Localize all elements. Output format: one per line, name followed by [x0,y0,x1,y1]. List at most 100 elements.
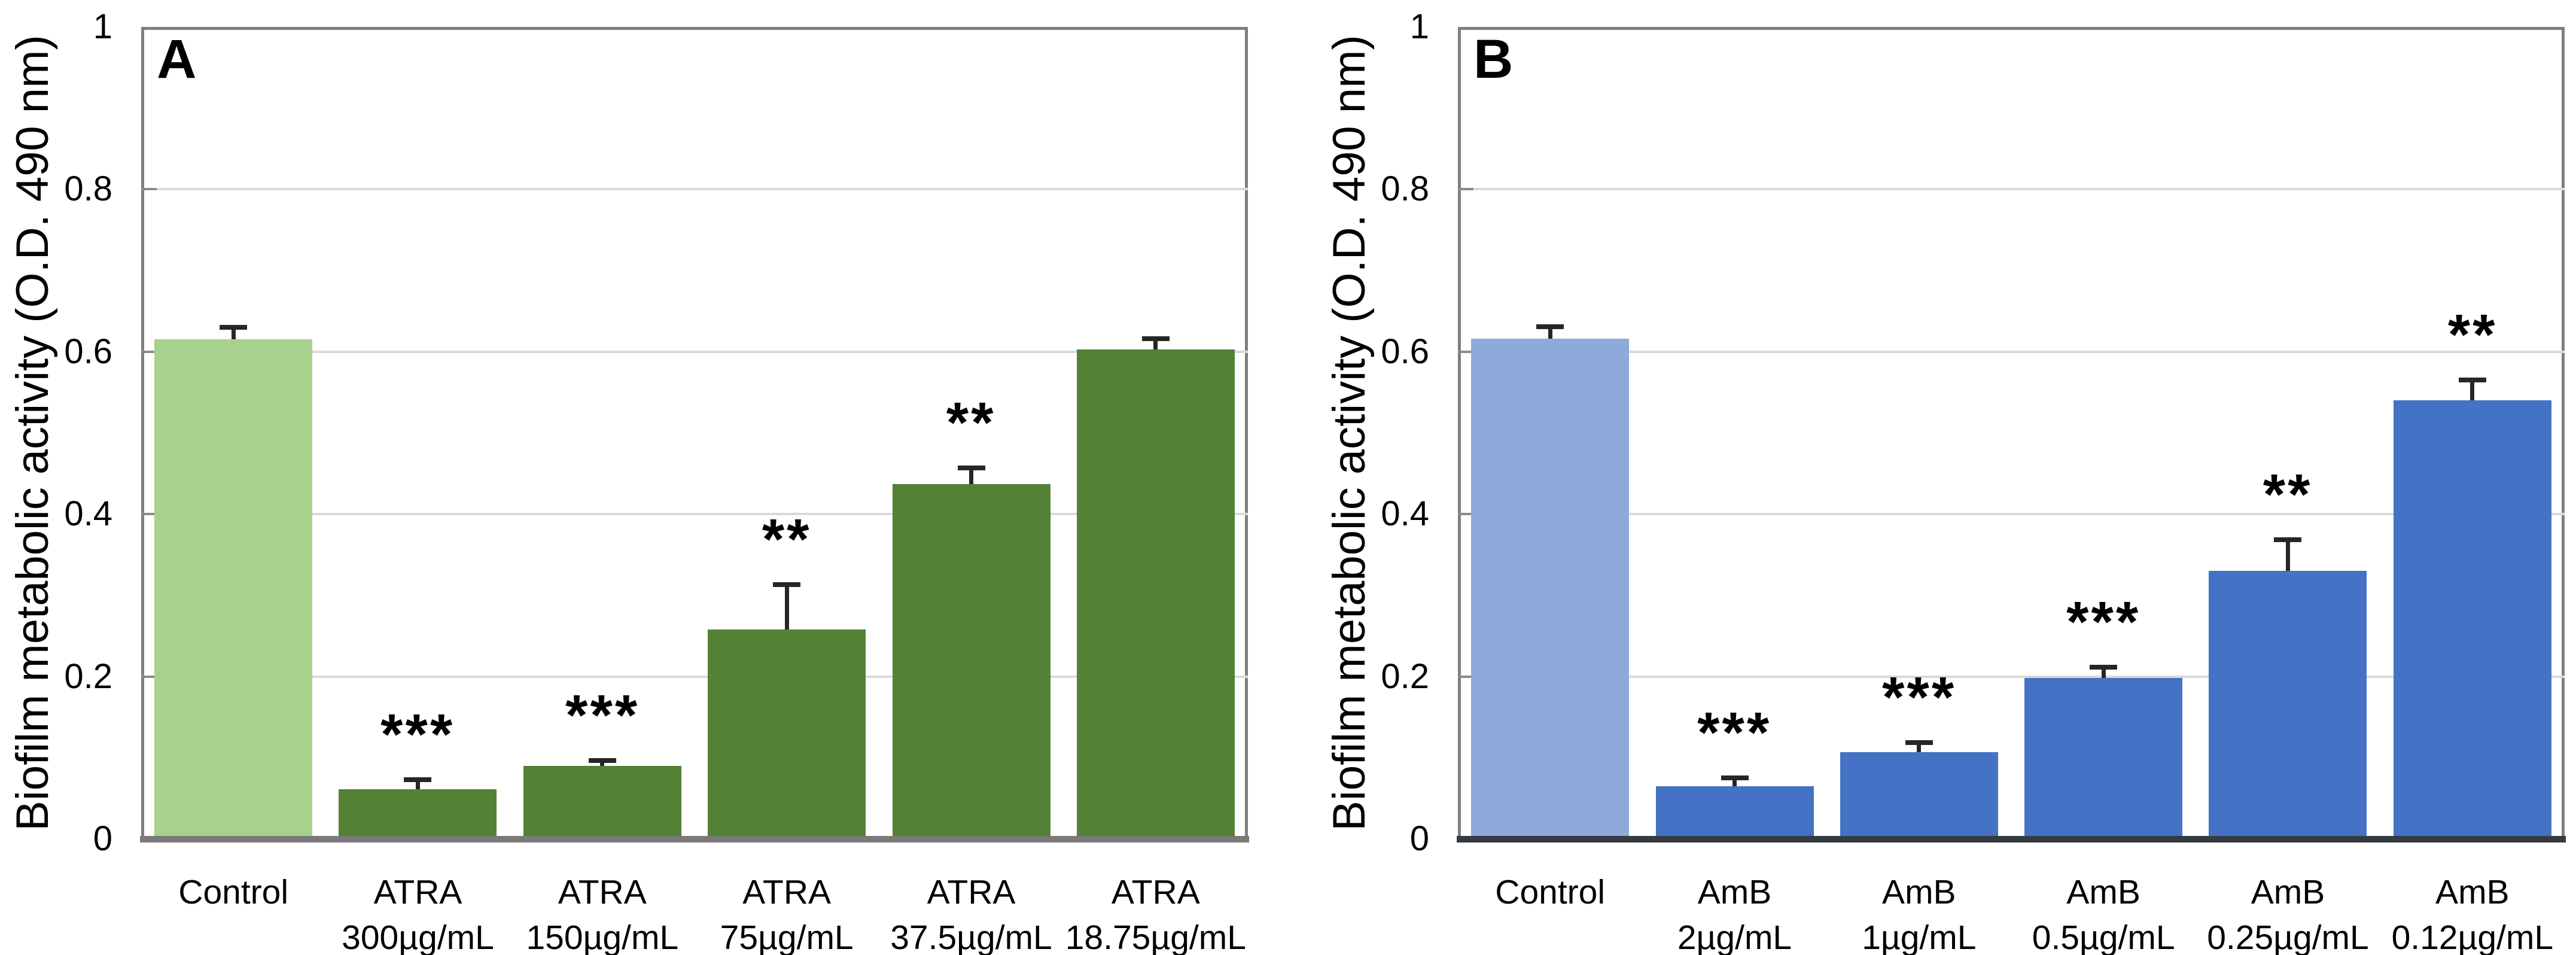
x-axis-line [1457,836,2566,843]
error-bar-whisker [600,761,604,766]
gridline [1458,675,2565,678]
x-category-label: ATRA [1111,873,1200,911]
x-category-label: ATRA [927,873,1016,911]
error-bar-whisker [969,468,973,484]
significance-label: ** [2447,303,2498,367]
y-tick-label: 0.2 [64,656,112,696]
y-axis-tick [1458,513,1473,516]
x-category-label: ATRA [373,873,462,911]
x-category-label: Control [1495,873,1606,911]
panel-letter: B [1473,29,1514,90]
error-bar-cap [2459,378,2486,382]
y-axis-tick [1458,350,1473,353]
plot-area [1458,27,2565,839]
x-category-sublabel: 0.25µg/mL [2207,918,2369,955]
y-axis-tick [141,188,157,191]
error-bar-cap [589,758,616,763]
gridline [141,513,1248,516]
y-tick-label: 1 [1409,7,1429,46]
error-bar-cap [958,466,985,470]
error-bar-cap [1721,775,1749,780]
bar [339,789,497,839]
y-tick-label: 0.4 [1381,494,1429,534]
y-axis-tick [1458,188,1473,191]
bar [2209,571,2367,839]
error-bar-cap [1905,740,1933,745]
gridline [141,188,1248,191]
y-tick-label: 0.4 [64,494,112,534]
significance-label: *** [380,702,455,767]
x-category-sublabel: 300µg/mL [342,918,494,955]
x-category-label: AmB [2435,873,2510,911]
bar [2394,400,2551,839]
y-axis-tick [1458,675,1473,678]
bar [1471,339,1629,839]
gridline [1458,188,2565,191]
x-category-sublabel: 18.75µg/mL [1065,918,1246,955]
x-category-label: Control [178,873,289,911]
bar [1656,786,1814,839]
significance-label: *** [2066,590,2141,654]
y-tick-label: 0.2 [1381,656,1429,696]
x-category-sublabel: 0.12µg/mL [2391,918,2554,955]
error-bar-whisker [416,780,420,789]
gridline [1458,513,2565,516]
y-axis-tick [141,513,157,516]
significance-label: ** [2263,463,2313,527]
x-category-label: AmB [1697,873,1772,911]
error-bar-cap [2274,537,2301,542]
plot-area [141,27,1248,839]
y-tick-label: 0.6 [64,331,112,371]
significance-label: *** [1882,665,1957,729]
error-bar-whisker [1917,743,1921,752]
x-category-sublabel: 150µg/mL [526,918,679,955]
x-category-label: AmB [2066,873,2140,911]
error-bar-whisker [232,327,236,339]
error-bar-cap [220,325,247,330]
bar [893,484,1051,839]
error-bar-cap [2090,665,2117,670]
x-category-sublabel: 0.5µg/mL [2032,918,2175,955]
error-bar-cap [1142,336,1170,341]
x-category-sublabel: 2µg/mL [1677,918,1792,955]
bar [1840,752,1998,839]
y-tick-label: 0.8 [1381,169,1429,209]
y-tick-label: 0 [93,819,112,858]
bar [154,339,312,839]
error-bar-cap [773,582,800,587]
panel-letter: A [157,29,197,90]
error-bar-whisker [1548,327,1552,339]
significance-label: ** [946,391,996,455]
bar [708,629,866,839]
x-category-label: ATRA [742,873,832,911]
bar [523,766,681,839]
error-bar-whisker [1153,339,1158,349]
significance-label: ** [762,507,812,571]
gridline [1458,350,2565,353]
y-axis-tick [141,675,157,678]
error-bar-cap [1536,324,1564,329]
error-bar-cap [404,777,431,782]
error-bar-whisker [2102,667,2106,678]
y-tick-label: 0 [1409,819,1429,858]
x-category-label: AmB [2251,873,2325,911]
gridline [141,350,1248,353]
y-axis-tick [141,350,157,353]
x-axis-line [140,836,1249,843]
significance-label: *** [565,683,640,747]
x-category-label: AmB [1882,873,1956,911]
x-category-sublabel: 37.5µg/mL [890,918,1052,955]
error-bar-whisker [785,585,789,629]
y-tick-label: 1 [93,7,112,46]
error-bar-whisker [1732,778,1737,786]
bar [2024,678,2182,839]
error-bar-whisker [2470,380,2474,400]
error-bar-whisker [2286,540,2290,571]
y-axis-title: Biofilm metabolic activity (O.D. 490 nm) [1324,35,1375,831]
x-category-label: ATRA [558,873,647,911]
bar [1077,349,1235,839]
y-tick-label: 0.8 [64,169,112,209]
